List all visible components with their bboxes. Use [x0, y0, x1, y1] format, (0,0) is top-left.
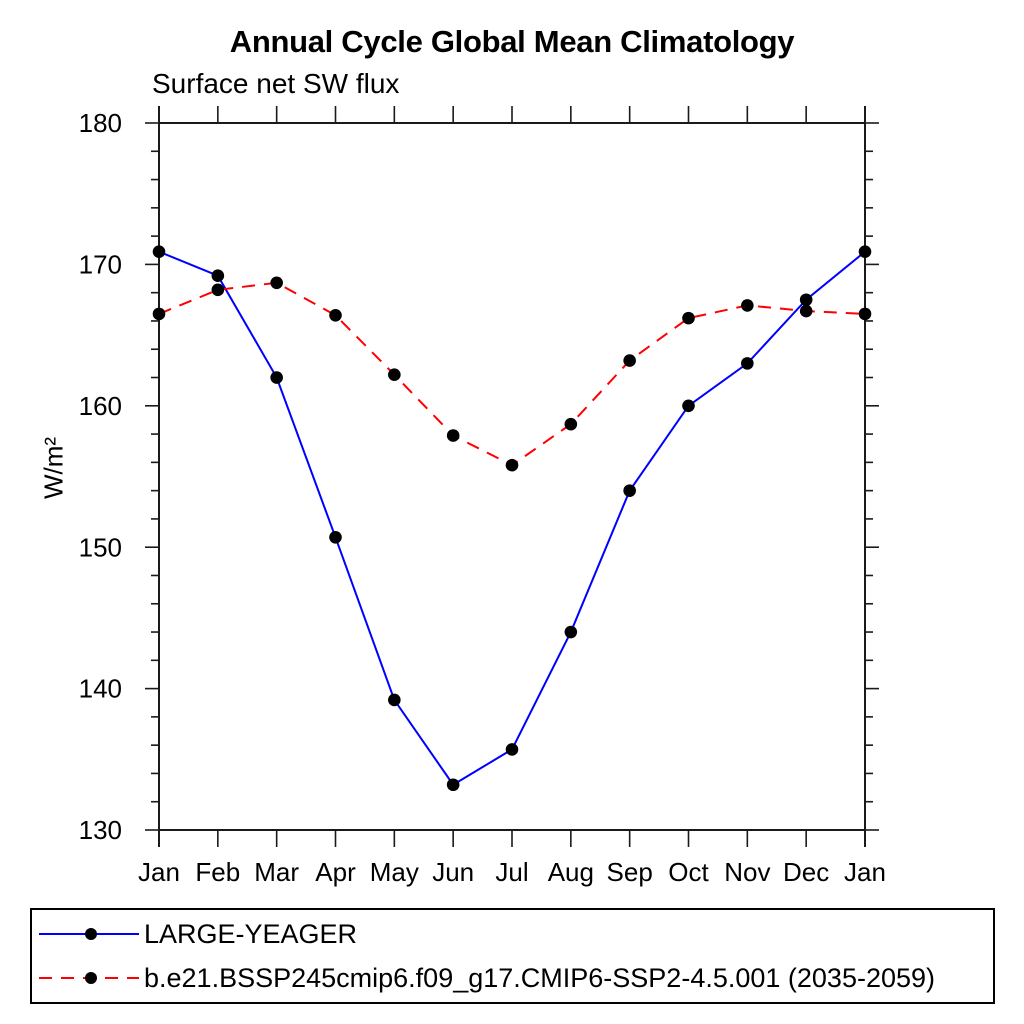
legend-sample-marker [85, 928, 97, 940]
x-tick-label: Sep [607, 857, 653, 887]
legend-line-sample-solid-icon [39, 928, 139, 940]
y-tick-label: 130 [79, 815, 122, 845]
data-point-marker-0 [741, 357, 754, 370]
data-point-marker-0 [858, 245, 872, 258]
data-point-marker-0 [505, 743, 519, 756]
data-point-marker-1 [564, 417, 578, 431]
data-point-marker-0 [682, 399, 695, 413]
x-tick-label: Oct [668, 857, 709, 887]
x-tick-label: Dec [783, 857, 829, 887]
legend-sample-marker [85, 972, 97, 984]
legend-item-ssp245: b.e21.BSSP245cmip6.f09_g17.CMIP6-SSP2-4.… [32, 957, 993, 999]
chart-subtitle: Surface net SW flux [152, 68, 400, 99]
x-tick-label: May [370, 857, 419, 887]
x-tick-label: Jul [495, 857, 528, 887]
x-tick-label: Apr [315, 857, 356, 887]
data-point-marker-0 [446, 778, 460, 792]
chart-title: Annual Cycle Global Mean Climatology [229, 24, 795, 59]
data-point-marker-0 [388, 693, 401, 707]
x-tick-label: Jun [432, 857, 474, 887]
data-point-marker-1 [623, 354, 636, 367]
data-point-marker-0 [564, 625, 578, 639]
data-point-marker-0 [799, 293, 813, 307]
legend-line-sample-dashed-icon [39, 972, 139, 984]
data-point-marker-1 [858, 307, 872, 321]
y-tick-label: 170 [79, 250, 122, 280]
y-tick-label: 140 [79, 674, 122, 704]
data-point-marker-0 [152, 245, 166, 258]
data-point-marker-1 [152, 307, 166, 321]
data-point-marker-1 [270, 276, 283, 290]
data-point-marker-1 [329, 309, 342, 322]
data-point-marker-1 [211, 283, 225, 297]
data-point-marker-0 [623, 484, 636, 497]
x-tick-label: Aug [548, 857, 594, 887]
legend-item-large-yeager: LARGE-YEAGER [32, 913, 993, 955]
y-tick-label: 150 [79, 532, 122, 562]
data-point-marker-1 [682, 311, 695, 325]
data-point-marker-1 [505, 458, 519, 472]
data-point-marker-1 [799, 304, 813, 318]
data-point-marker-1 [446, 429, 460, 442]
data-point-marker-1 [388, 368, 401, 381]
x-tick-label: Jan [138, 857, 180, 887]
series-line-0 [158, 250, 866, 787]
y-tick-label: 160 [79, 391, 122, 421]
legend-box: LARGE-YEAGER b.e21.BSSP245cmip6.f09_g17.… [30, 908, 995, 1004]
y-tick-label: 180 [79, 108, 122, 138]
series-line-1 [158, 281, 866, 467]
data-point-marker-0 [270, 371, 283, 384]
legend-label: b.e21.BSSP245cmip6.f09_g17.CMIP6-SSP2-4.… [144, 962, 936, 993]
legend-label: LARGE-YEAGER [144, 918, 358, 949]
data-point-marker-0 [211, 269, 225, 283]
data-point-marker-0 [329, 531, 342, 544]
data-point-marker-1 [741, 299, 754, 312]
x-tick-label: Nov [724, 857, 770, 887]
x-tick-label: Feb [195, 857, 240, 887]
x-tick-label: Mar [254, 857, 299, 887]
x-tick-label: Jan [844, 857, 886, 887]
